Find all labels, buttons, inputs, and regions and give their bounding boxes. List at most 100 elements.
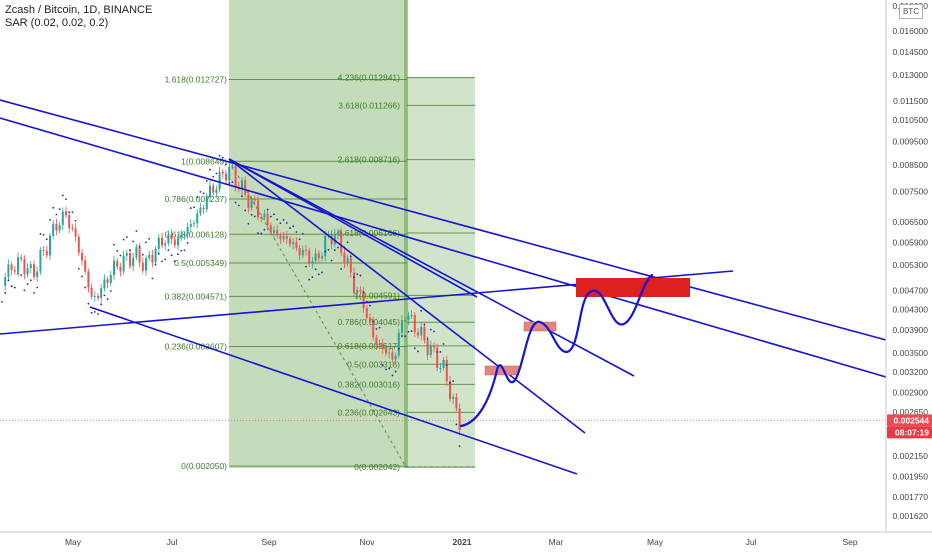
trendline [0, 117, 887, 378]
last-price-text: 0.002544 [894, 415, 930, 425]
price-tick-label: 0.002650 [893, 407, 929, 417]
trendline [228, 158, 586, 434]
fib-extension-label: 0.618(0.003617) [338, 341, 401, 351]
sar-dot [436, 351, 439, 353]
target-box-large [576, 278, 690, 297]
sar-dot [55, 213, 58, 216]
time-tick-label: Jul [167, 537, 178, 547]
sar-dot [87, 302, 90, 305]
candle-body [273, 230, 275, 233]
candle-body [84, 260, 87, 272]
sar-dot [205, 179, 208, 182]
candle-body [68, 215, 71, 229]
candle-body [263, 213, 266, 218]
sar-dot [154, 263, 157, 266]
sar-dot [295, 231, 298, 233]
sar-dot [394, 370, 397, 373]
sar-dot [257, 232, 259, 235]
sar-dot [241, 195, 243, 198]
candle-body [404, 320, 407, 322]
sar-dot [269, 215, 272, 218]
candle-body [381, 343, 384, 350]
sar-dot [397, 347, 400, 350]
fib-level-label: 0.618(0.006128) [165, 229, 228, 239]
time-tick-label: May [65, 537, 82, 547]
trendline [0, 99, 887, 341]
candle-body [445, 359, 448, 382]
candle-body [97, 295, 99, 299]
candle-body [52, 223, 55, 236]
price-tick-label: 0.011500 [893, 96, 928, 106]
sar-dot [13, 286, 16, 289]
sar-dot [404, 335, 407, 338]
candle-body [141, 262, 144, 271]
candle-body [285, 235, 288, 239]
sar-dot [410, 330, 413, 333]
sar-dot [346, 241, 349, 244]
candle-body [410, 315, 413, 317]
fib-extension-label: 1.618(0.006166) [338, 228, 401, 238]
sar-dot [356, 273, 359, 276]
fib-extension-label: 0(0.002042) [354, 462, 400, 472]
sar-dot [29, 279, 32, 282]
candle-body [23, 259, 26, 275]
time-tick-label: Jul [746, 537, 757, 547]
price-tick-label: 0.014500 [893, 47, 929, 57]
sar-dot [458, 445, 461, 448]
candle-body [135, 247, 138, 258]
sar-dot [65, 198, 67, 201]
sar-dot [340, 268, 343, 270]
sar-dot [442, 343, 445, 345]
sar-dot [42, 233, 45, 236]
fib-level-label: 1(0.008649) [181, 156, 227, 166]
sar-dot [186, 241, 189, 244]
candle-body [49, 235, 51, 256]
sar-dot [71, 211, 74, 214]
candle-body [125, 253, 128, 256]
candle-body [109, 274, 112, 284]
candle-body [269, 225, 272, 233]
fib-level-label: 0.5(0.005349) [174, 258, 227, 268]
currency-badge[interactable]: BTC [899, 4, 923, 19]
fib-extension-label: 2.618(0.008716) [338, 155, 401, 165]
sar-dot [433, 330, 435, 333]
price-tick-label: 0.001620 [893, 511, 929, 521]
candle-body [362, 291, 365, 309]
candle-body [244, 180, 247, 195]
candle-body [151, 254, 154, 263]
candle-body [314, 253, 317, 262]
candle-body [74, 228, 77, 237]
sar-dot [39, 233, 42, 235]
candle-body [426, 340, 429, 356]
sar-dot [202, 192, 205, 195]
sar-dot [199, 190, 202, 193]
sar-dot [369, 304, 371, 307]
sar-dot [311, 276, 314, 279]
price-tick-label: 0.001770 [893, 492, 929, 502]
countdown-text: 08:07:19 [895, 427, 929, 437]
sar-dot [292, 225, 295, 228]
candle-body [337, 231, 339, 235]
candle-body [388, 352, 391, 354]
sar-dot [138, 245, 141, 248]
price-tick-label: 0.003900 [893, 325, 929, 335]
candle-body [356, 290, 359, 294]
candle-body [55, 223, 58, 231]
symbol-title[interactable]: Zcash / Bitcoin, 1D, BINANCE [5, 4, 153, 16]
price-tick-label: 0.004700 [893, 285, 929, 295]
candle-body [77, 236, 80, 253]
sar-indicator-label[interactable]: SAR (0.02, 0.02, 0.2) [5, 17, 109, 29]
sar-dot [452, 380, 455, 383]
time-tick-label: 2021 [453, 537, 472, 547]
sar-dot [276, 218, 279, 221]
sar-dot [215, 172, 218, 175]
sar-dot [413, 347, 416, 350]
candle-body [81, 252, 83, 261]
sar-dot [68, 211, 71, 214]
candle-body [145, 258, 147, 271]
sar-dot [375, 328, 378, 330]
sar-dot [337, 246, 339, 249]
sar-dot [212, 175, 215, 178]
